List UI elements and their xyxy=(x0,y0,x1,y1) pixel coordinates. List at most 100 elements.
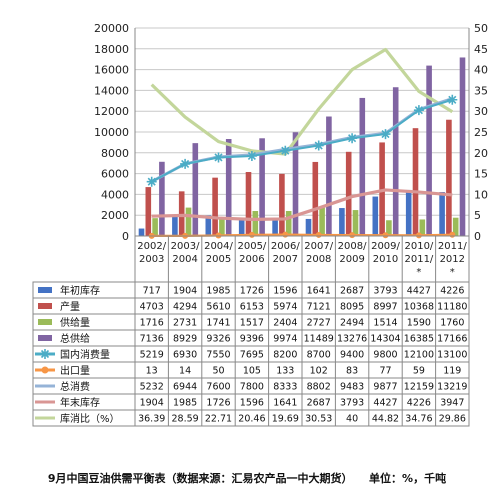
table-cell: 5974 xyxy=(273,302,297,313)
bar-1 xyxy=(172,216,178,236)
x-tick-label: 2011/ xyxy=(404,254,433,265)
table-cell: 9974 xyxy=(273,334,297,345)
x-tick-label: * xyxy=(450,267,455,278)
star-marker xyxy=(146,176,157,187)
star-marker xyxy=(380,129,391,140)
y-tick-label: 4000 xyxy=(101,188,129,201)
x-tick-label: 2009 xyxy=(339,254,364,265)
y-tick-label: 12000 xyxy=(94,105,129,118)
bar-4 xyxy=(159,161,165,236)
table-cell: 22.71 xyxy=(205,414,232,425)
table-cell: 4427 xyxy=(373,398,397,409)
table-cell: 4226 xyxy=(440,286,464,297)
table-cell: 105 xyxy=(243,366,261,377)
star-marker xyxy=(40,349,50,359)
x-tick-label: 2005 xyxy=(206,254,231,265)
bar-2 xyxy=(178,191,185,236)
table-cell: 44.82 xyxy=(372,414,399,425)
table-cell: 5232 xyxy=(140,382,164,393)
bar-1 xyxy=(372,196,379,236)
y2-tick-label: 45 xyxy=(474,43,488,56)
series-name: 总消费 xyxy=(60,380,90,393)
y2-tick-label: 15 xyxy=(474,168,488,181)
table-cell: 2687 xyxy=(307,398,331,409)
table-cell: 2687 xyxy=(340,286,364,297)
bar-3 xyxy=(319,207,325,236)
series-name: 国内消费量 xyxy=(60,348,110,361)
bar-series xyxy=(138,57,466,237)
table-cell: 1985 xyxy=(206,286,230,297)
table-cell: 9877 xyxy=(373,382,397,393)
star-marker xyxy=(413,105,424,116)
y-tick-label: 14000 xyxy=(94,84,129,97)
bar-1 xyxy=(238,218,245,236)
table-cell: 7121 xyxy=(307,302,331,313)
table-cell: 8997 xyxy=(373,302,397,313)
x-tick-label: 2011/ xyxy=(438,241,467,252)
x-tick-label: 2009/ xyxy=(371,241,400,252)
table-cell: 83 xyxy=(346,366,358,377)
table-cell: 17166 xyxy=(437,334,467,345)
star-marker xyxy=(213,152,224,163)
circle-marker xyxy=(215,232,222,239)
table-cell: 77 xyxy=(379,366,391,377)
bar-3 xyxy=(252,210,259,236)
y-tick-label: 18000 xyxy=(94,43,129,56)
table-cell: 3947 xyxy=(440,398,464,409)
bar-2 xyxy=(412,128,419,236)
series-name: 产量 xyxy=(60,300,80,313)
bar-1 xyxy=(138,228,145,236)
table-cell: 8802 xyxy=(307,382,331,393)
bar-4 xyxy=(426,65,432,236)
bar-1 xyxy=(205,215,212,236)
x-tick-label: 2004 xyxy=(172,254,197,265)
table-cell: 1726 xyxy=(240,286,264,297)
star-marker xyxy=(447,94,458,105)
table-cell: 4294 xyxy=(173,302,197,313)
table-cell: 12100 xyxy=(404,350,434,361)
circle-marker xyxy=(349,232,356,239)
table-cell: 1596 xyxy=(273,286,297,297)
bar-4 xyxy=(192,143,199,236)
table-cell: 4427 xyxy=(407,286,431,297)
bar-4 xyxy=(459,57,466,236)
star-marker xyxy=(180,158,191,169)
y2-tick-label: 40 xyxy=(474,64,488,77)
table-cell: 40 xyxy=(346,414,358,425)
x-tick-label: 2010/ xyxy=(404,241,433,252)
bar-1 xyxy=(405,189,412,236)
bar-3 xyxy=(285,210,292,236)
x-tick-label: 2005/ xyxy=(237,241,266,252)
table-cell: 12159 xyxy=(404,382,434,393)
bar-4 xyxy=(225,139,232,236)
table-cell: 30.53 xyxy=(305,414,332,425)
y-tick-label: 20000 xyxy=(94,22,129,35)
table-cell: 102 xyxy=(310,366,328,377)
x-tick-label: 2008/ xyxy=(338,241,367,252)
table-cell: 50 xyxy=(212,366,224,377)
table-cell: 13219 xyxy=(437,382,467,393)
table-cell: 16385 xyxy=(404,334,434,345)
table-cell: 2404 xyxy=(273,318,297,329)
table-cell: 1596 xyxy=(240,398,264,409)
table-cell: 8700 xyxy=(307,350,331,361)
x-tick-label: 2008 xyxy=(306,254,331,265)
y2-tick-label: 30 xyxy=(474,105,488,118)
x-tick-label: 2006/ xyxy=(271,241,300,252)
y-tick-label: 6000 xyxy=(101,168,129,181)
table-cell: 11180 xyxy=(437,302,467,313)
star-marker xyxy=(280,145,291,156)
table-cell: 13276 xyxy=(337,334,367,345)
x-tick-label: 2010 xyxy=(373,254,398,265)
bar-2 xyxy=(312,161,319,236)
y2-tick-label: 5 xyxy=(474,209,481,222)
star-marker xyxy=(246,150,257,161)
bar-4 xyxy=(259,138,265,236)
star-marker xyxy=(347,133,358,144)
table-cell: 7136 xyxy=(140,334,164,345)
table-cell: 717 xyxy=(143,286,161,297)
bar-1 xyxy=(339,208,345,236)
bar-2 xyxy=(145,187,152,236)
y2-tick-label: 35 xyxy=(474,84,488,97)
